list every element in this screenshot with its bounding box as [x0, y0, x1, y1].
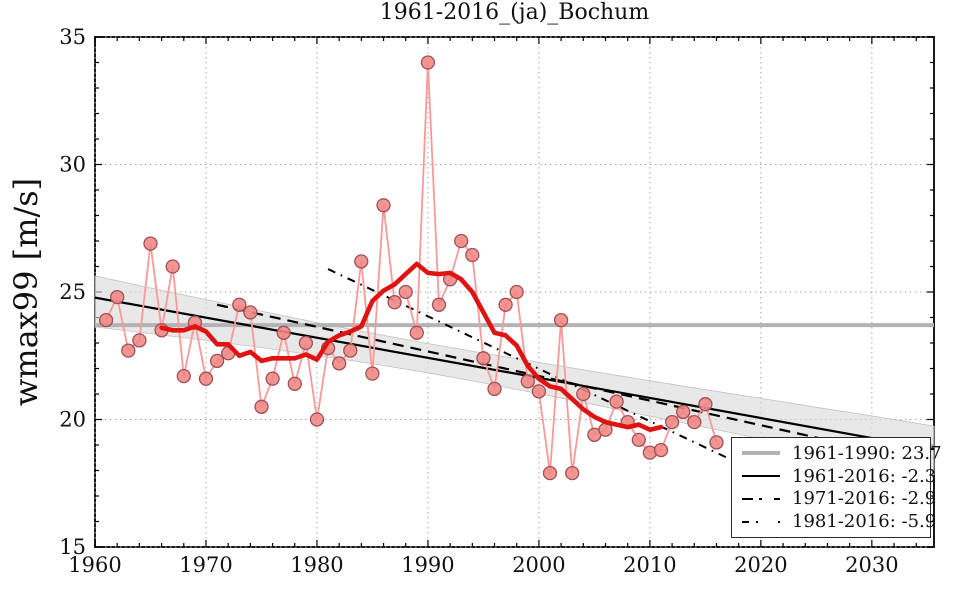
- data-point: [276, 325, 291, 340]
- y-axis-label: wmax99 [m/s]: [7, 177, 45, 407]
- y-tick-label: 25: [59, 280, 86, 304]
- x-tick-label: 1960: [68, 553, 121, 577]
- data-point: [565, 465, 580, 481]
- legend-sample-solid-line: [742, 475, 780, 478]
- data-point: [476, 351, 491, 366]
- legend-label: 1961-2016: -2.3: [792, 465, 937, 487]
- data-point: [365, 366, 380, 381]
- x-tick-label: 2020: [734, 553, 787, 577]
- data-point: [420, 55, 436, 70]
- legend-sample-dashed-line: [742, 497, 780, 500]
- data-point: [664, 414, 680, 430]
- data-point: [165, 259, 180, 274]
- y-tick-label: 20: [59, 408, 86, 432]
- trend-line-1971-2016: [216, 303, 935, 465]
- data-point: [576, 386, 591, 402]
- data-point: [354, 254, 369, 269]
- data-point: [509, 284, 524, 300]
- data-point: [98, 312, 114, 328]
- data-point: [709, 435, 724, 450]
- data-point: [298, 335, 314, 351]
- y-tick-label: 30: [59, 153, 86, 177]
- data-point: [343, 343, 358, 358]
- data-point: [454, 233, 469, 249]
- data-point: [409, 325, 424, 340]
- data-point: [265, 371, 280, 386]
- legend-entry-reference-mean: 1961-1990: 23.7: [740, 442, 942, 465]
- y-tick-label: 15: [59, 535, 86, 559]
- legend-entry-trend-1971: 1971-2016: -2.9: [740, 488, 936, 511]
- data-point: [176, 368, 191, 384]
- data-point: [332, 356, 347, 371]
- data-point: [287, 376, 302, 391]
- data-point: [387, 295, 402, 310]
- data-point: [143, 236, 158, 251]
- data-point: [431, 297, 447, 312]
- x-tick-label: 1980: [290, 553, 343, 577]
- data-point: [609, 394, 624, 409]
- x-tick-label: 2000: [512, 553, 565, 577]
- data-point: [520, 374, 535, 389]
- data-point: [309, 412, 325, 427]
- x-tick-label: 2010: [623, 553, 676, 577]
- data-point: [487, 381, 502, 397]
- legend-label: 1971-2016: -2.9: [792, 488, 937, 510]
- data-point: [110, 289, 125, 305]
- data-point: [132, 333, 147, 348]
- data-point: [653, 442, 669, 458]
- chart-title: 1961-2016_(ja)_Bochum: [379, 0, 650, 25]
- legend-sample-gray-line: [742, 451, 780, 456]
- data-point: [398, 284, 413, 300]
- x-tick-label: 1990: [401, 553, 454, 577]
- legend-sample-dashdot-line: [742, 520, 780, 523]
- data-point: [465, 247, 480, 263]
- data-point: [243, 305, 258, 320]
- x-tick-label: 2030: [845, 553, 898, 577]
- legend-entry-trend-1981: 1981-2016: -5.9: [740, 510, 936, 533]
- data-point: [209, 353, 225, 369]
- data-point: [676, 404, 691, 420]
- data-point: [698, 397, 713, 412]
- legend-entry-trend-1961: 1961-2016: -2.3: [740, 465, 936, 488]
- data-point: [531, 384, 547, 399]
- x-tick-label: 1970: [179, 553, 232, 577]
- data-point: [631, 432, 646, 448]
- data-point: [376, 198, 391, 213]
- data-point: [687, 414, 702, 430]
- data-point: [254, 399, 269, 414]
- legend-label: 1981-2016: -5.9: [792, 511, 937, 533]
- data-point: [498, 297, 513, 312]
- data-point: [198, 371, 214, 386]
- legend: 1961-1990: 23.7 1961-2016: -2.3 1971-201…: [731, 437, 942, 538]
- data-point: [553, 312, 569, 328]
- legend-label: 1961-1990: 23.7: [792, 442, 942, 464]
- data-point: [121, 343, 136, 358]
- data-point: [542, 465, 558, 481]
- data-point: [232, 297, 247, 312]
- running-mean-line: [159, 261, 664, 433]
- y-tick-label: 35: [59, 25, 86, 49]
